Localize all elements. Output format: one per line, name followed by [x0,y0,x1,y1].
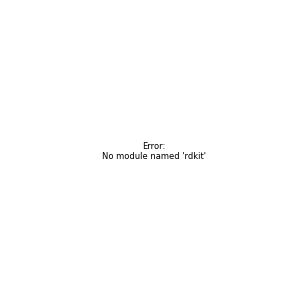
Text: Error:
No module named 'rdkit': Error: No module named 'rdkit' [102,142,206,161]
